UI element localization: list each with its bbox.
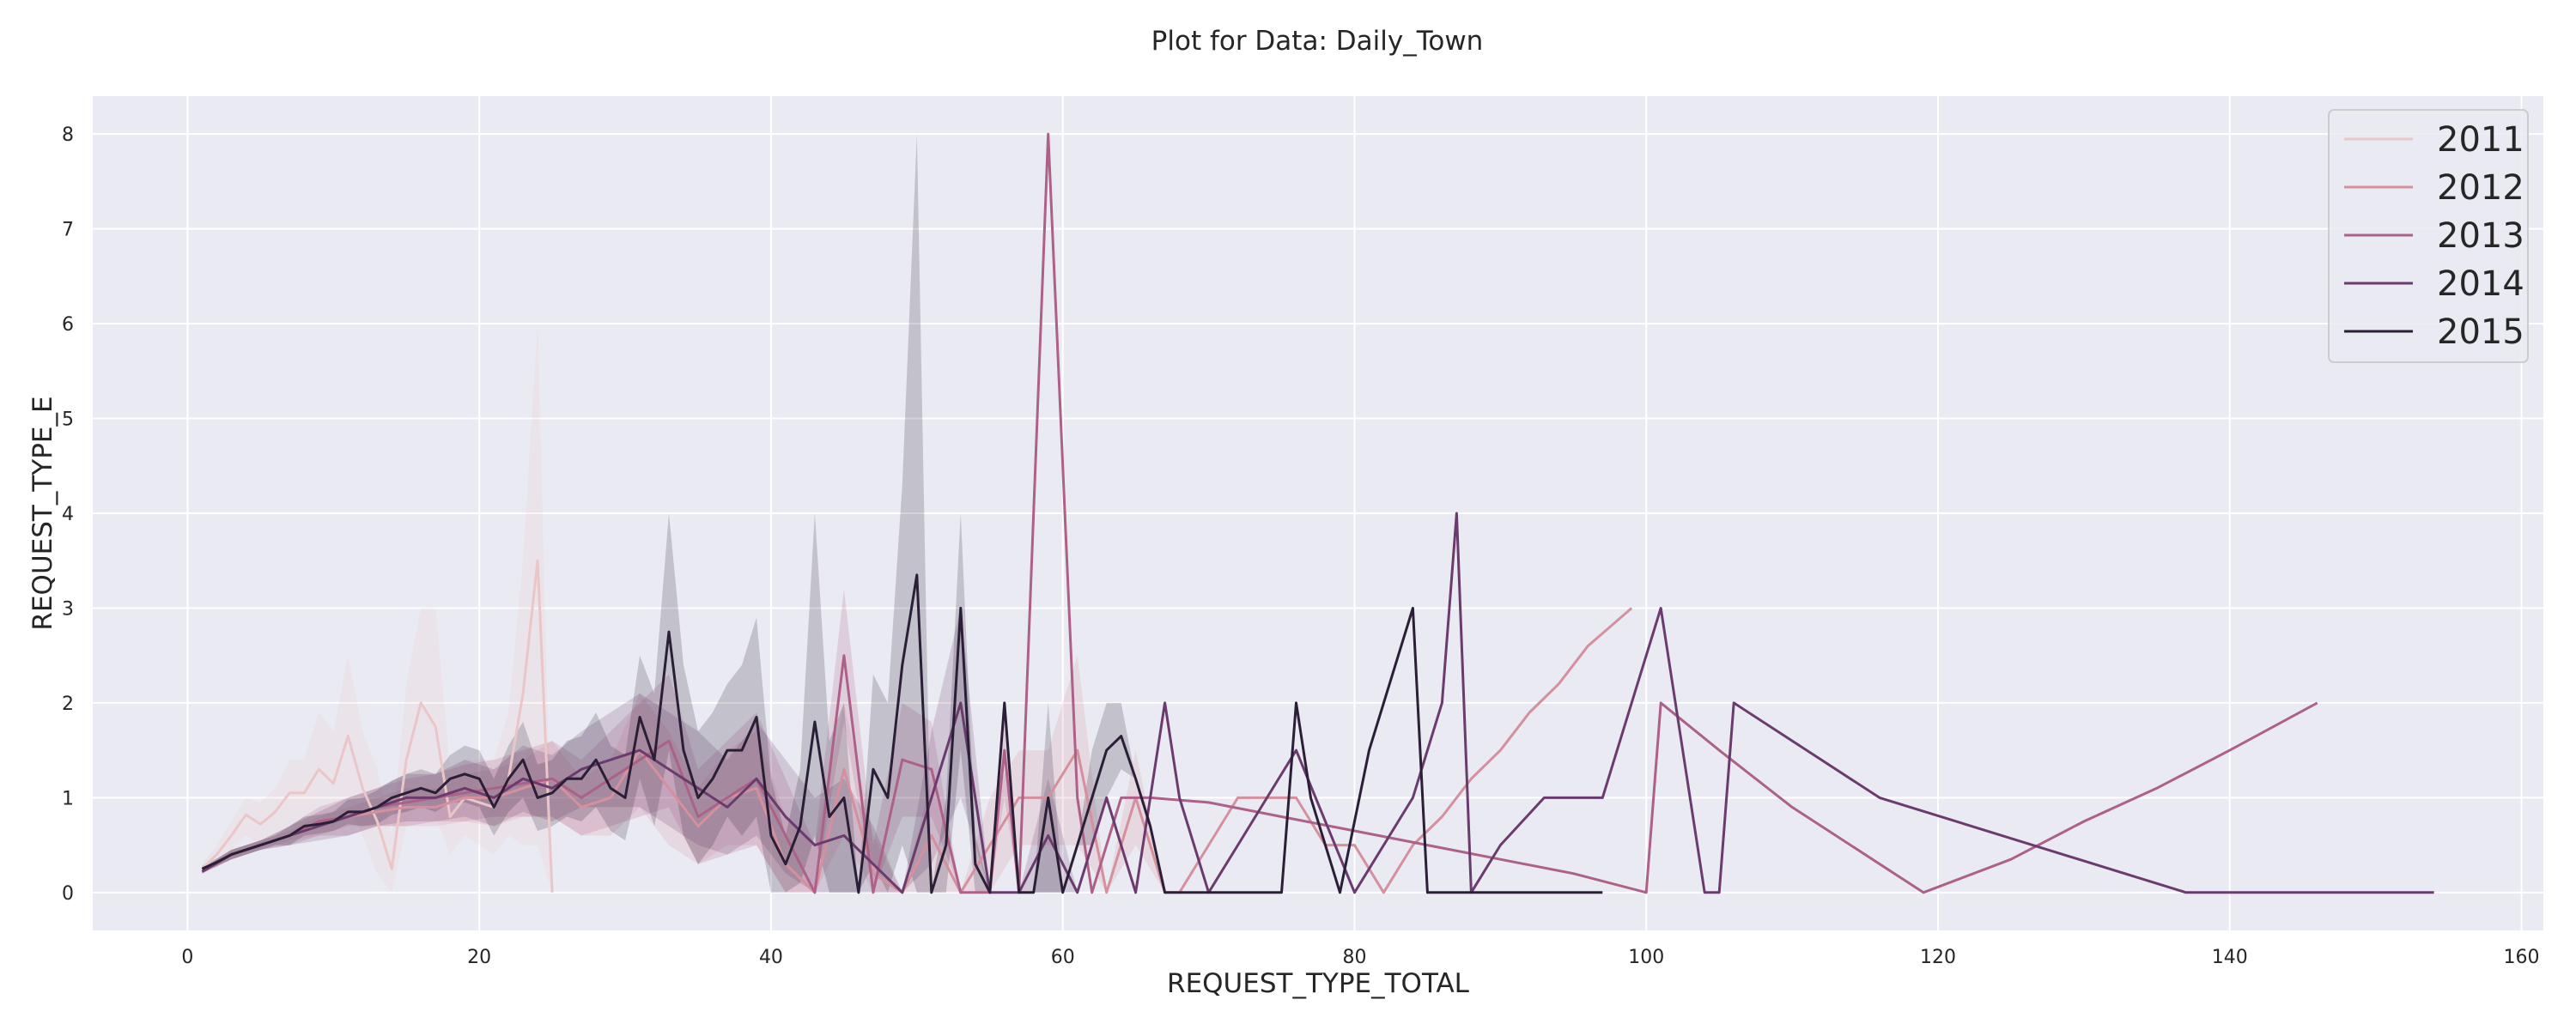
confidence-band-2011 xyxy=(202,324,553,893)
x-tick-label: 20 xyxy=(467,947,491,968)
y-tick-label: 2 xyxy=(62,694,74,715)
x-tick-label: 100 xyxy=(1628,947,1664,968)
chart-title: Plot for Data: Daily_Town xyxy=(1151,26,1484,57)
series-line-2012 xyxy=(201,607,1633,894)
legend-label: 2012 xyxy=(2437,168,2524,208)
confidence-band-2012 xyxy=(202,608,1632,893)
tick-labels: 0 20 40 60 80 100 120 140 160 0 1 2 3 4 5 6 7 8 xyxy=(62,124,2540,968)
legend: 2011 2012 2013 2014 2015 xyxy=(2328,109,2529,363)
y-tick-label: 3 xyxy=(62,598,74,620)
confidence-band-2015 xyxy=(202,134,1603,893)
x-tick-label: 80 xyxy=(1342,947,1366,968)
series-lines xyxy=(201,132,2434,894)
y-tick-label: 1 xyxy=(62,788,74,809)
x-tick-label: 40 xyxy=(759,947,783,968)
series-line-2015 xyxy=(201,573,1603,894)
series-line-2014 xyxy=(201,512,2434,894)
confidence-band-2013 xyxy=(202,134,2318,893)
x-axis-title: REQUEST_TYPE_TOTAL xyxy=(1167,968,1470,999)
legend-frame xyxy=(2328,109,2529,363)
x-tick-label: 120 xyxy=(1920,947,1956,968)
y-tick-label: 4 xyxy=(62,504,74,525)
y-axis-title: REQUEST_TYPE_E xyxy=(27,396,58,630)
y-tick-label: 5 xyxy=(62,409,74,431)
y-tick-label: 0 xyxy=(62,883,74,905)
legend-label: 2014 xyxy=(2437,264,2524,304)
x-tick-label: 0 xyxy=(181,947,193,968)
y-tick-label: 8 xyxy=(62,124,74,146)
legend-label: 2015 xyxy=(2437,312,2524,352)
y-tick-label: 7 xyxy=(62,220,74,241)
legend-label: 2013 xyxy=(2437,216,2524,256)
legend-label: 2011 xyxy=(2437,120,2524,160)
x-tick-label: 160 xyxy=(2504,947,2540,968)
y-tick-label: 6 xyxy=(62,314,74,336)
x-tick-label: 60 xyxy=(1051,947,1075,968)
x-tick-label: 140 xyxy=(2212,947,2248,968)
